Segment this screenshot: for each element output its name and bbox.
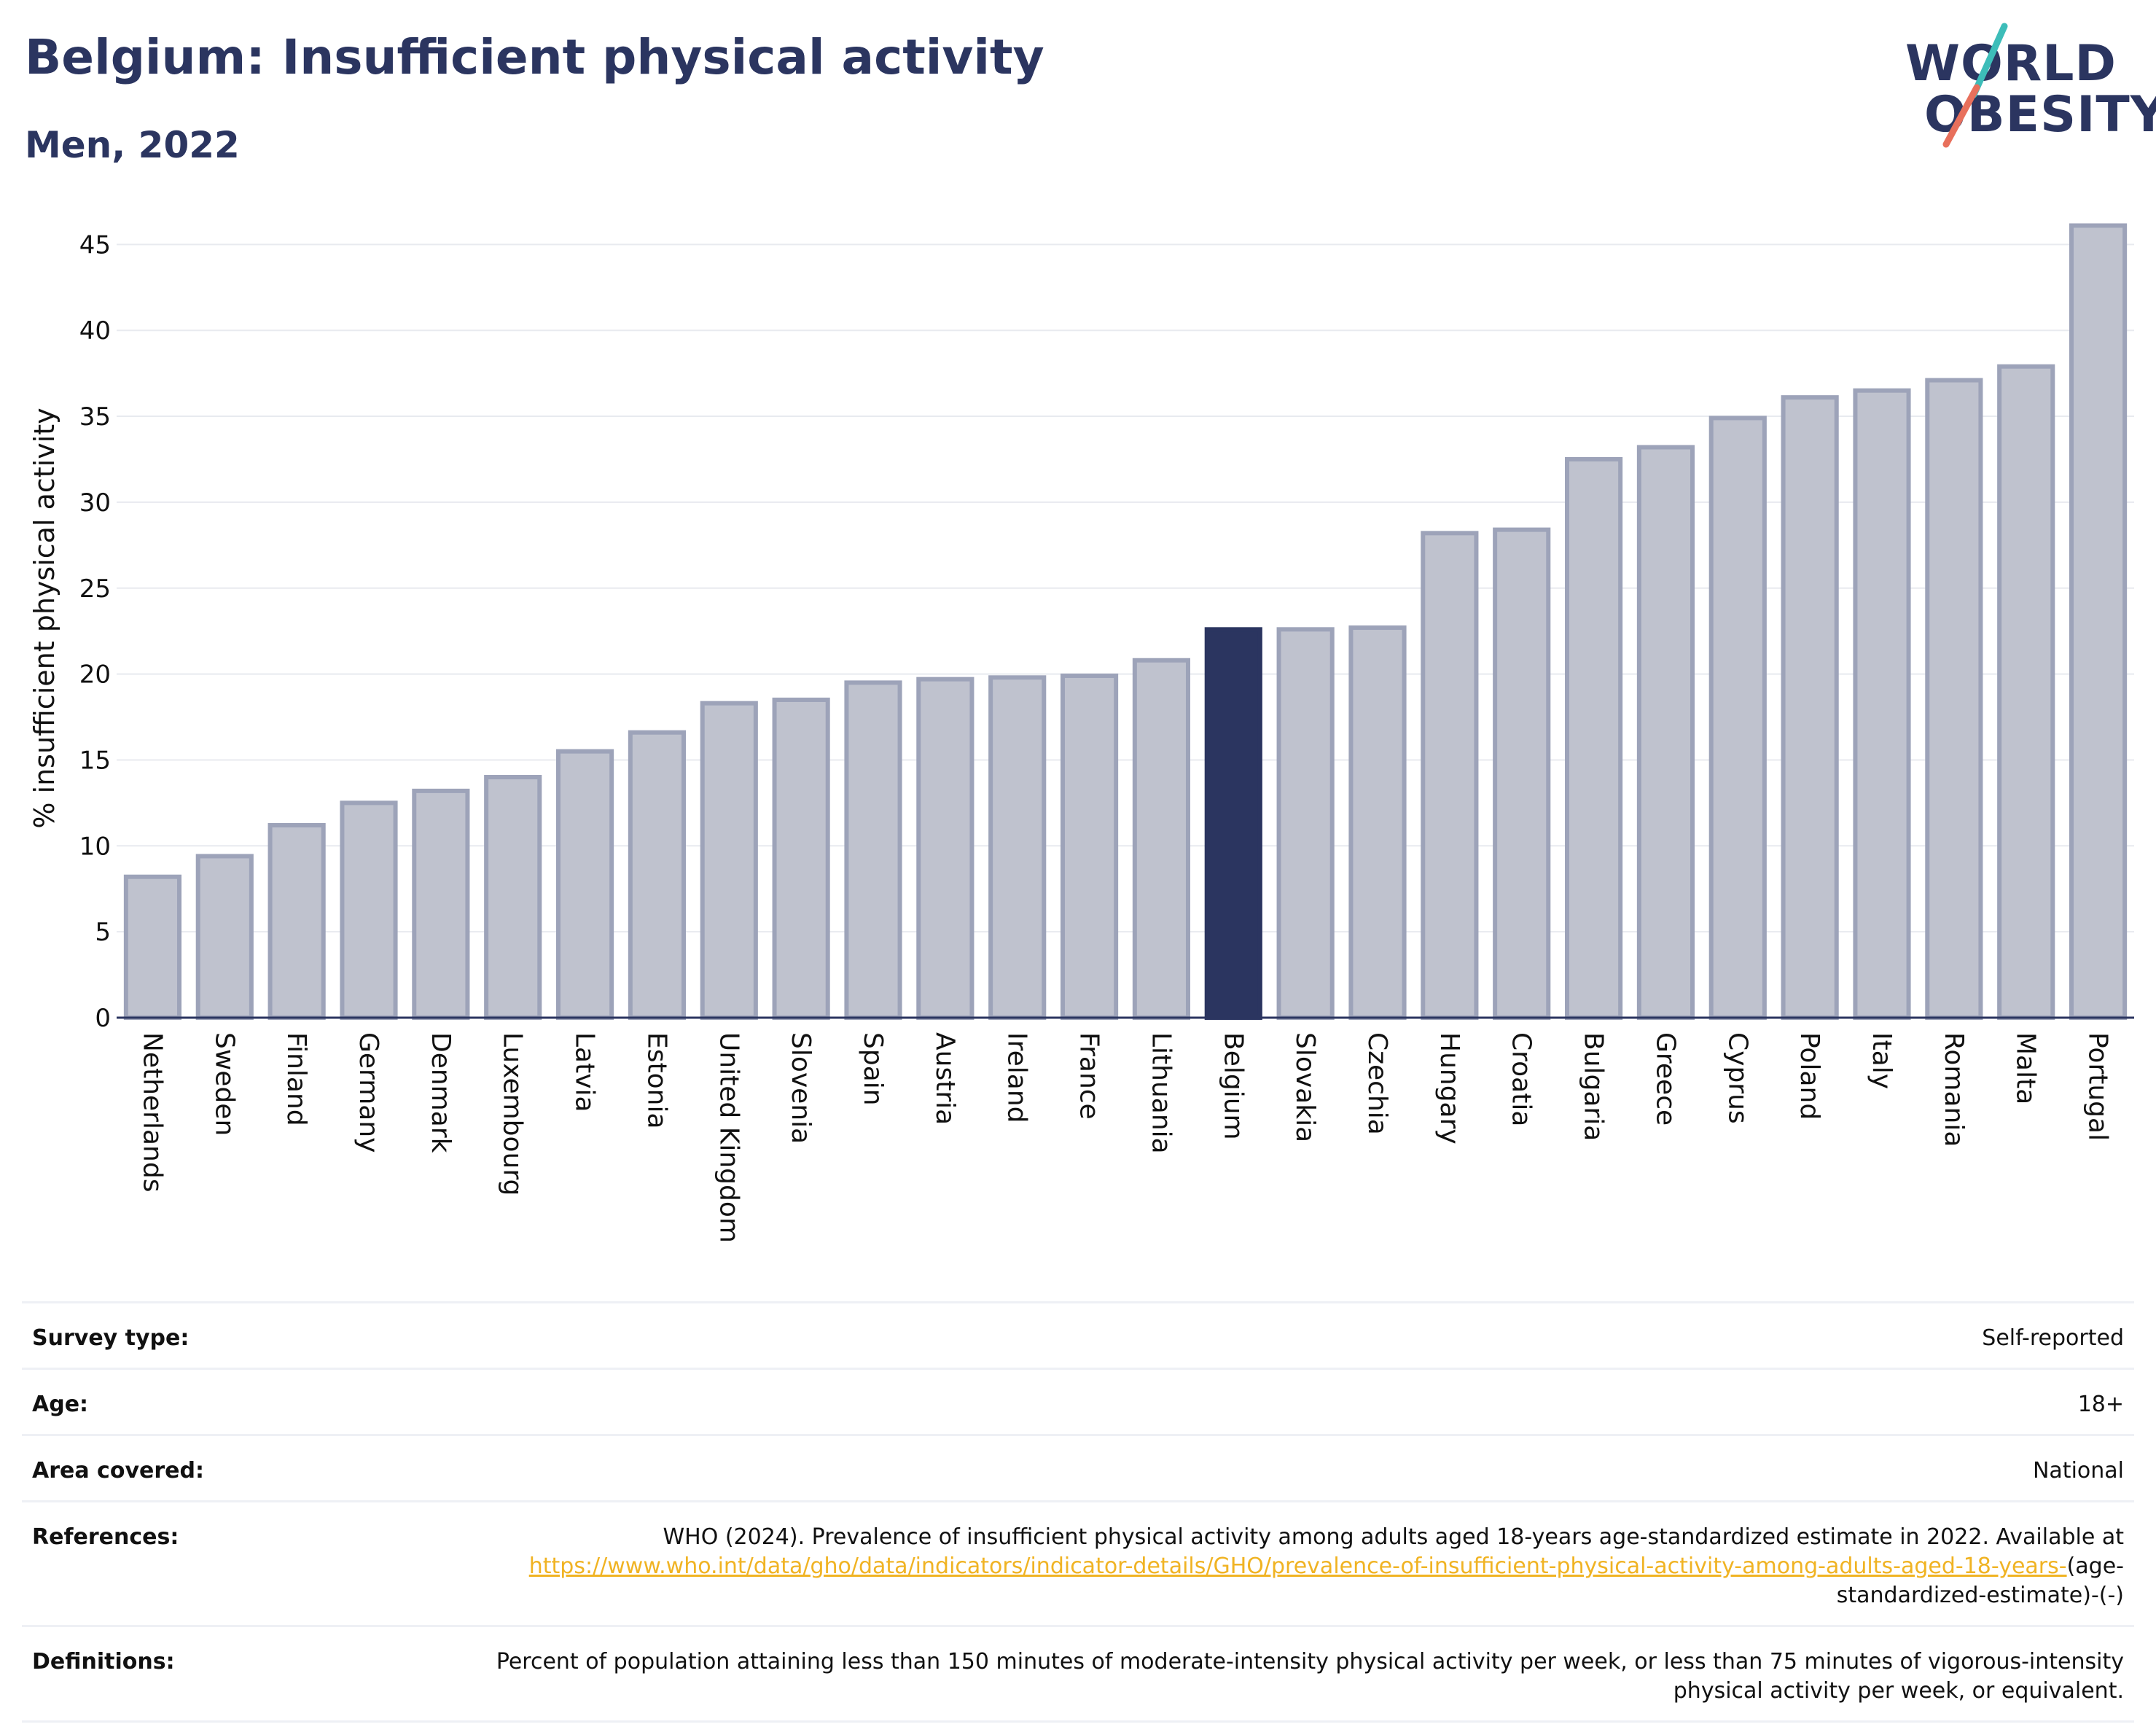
- y-tick-label: 40: [79, 316, 111, 346]
- info-value: Percent of population attaining less tha…: [496, 1649, 2124, 1704]
- x-tick-label: Czechia: [1362, 1032, 1392, 1135]
- x-tick-label: Austria: [930, 1032, 960, 1125]
- info-value: Self-reported: [1982, 1325, 2124, 1351]
- x-tick-label: Belgium: [1218, 1032, 1248, 1140]
- logo-slash-icon: [1942, 23, 2008, 148]
- bar-belgium: [1204, 627, 1262, 1020]
- bar-denmark: [412, 788, 470, 1021]
- x-tick-label: Denmark: [426, 1032, 456, 1153]
- bar-czechia: [1348, 625, 1407, 1020]
- y-tick-label: 45: [79, 230, 111, 260]
- bar-spain: [844, 680, 902, 1020]
- y-tick-label: 20: [79, 660, 111, 690]
- info-row-definitions: Definitions: Percent of population attai…: [22, 1625, 2134, 1723]
- x-tick-label: Bulgaria: [1579, 1032, 1609, 1141]
- x-tick-label: Netherlands: [137, 1032, 167, 1192]
- bar-lithuania: [1132, 658, 1191, 1020]
- x-tick-label: United Kingdom: [714, 1032, 743, 1243]
- x-tick-label: Hungary: [1434, 1032, 1464, 1145]
- info-value: WHO (2024). Prevalence of insufficient p…: [448, 1523, 2124, 1610]
- reference-text: WHO (2024). Prevalence of insufficient p…: [663, 1524, 2124, 1550]
- x-tick-label: Luxembourg: [498, 1032, 528, 1196]
- page-subtitle: Men, 2022: [25, 124, 240, 166]
- y-tick-label: 30: [79, 488, 111, 518]
- x-tick-label: Greece: [1650, 1032, 1680, 1126]
- bar-cyprus: [1708, 416, 1767, 1020]
- bar-united-kingdom: [700, 701, 758, 1020]
- bar-latvia: [555, 749, 614, 1020]
- x-tick-label: Malta: [2011, 1032, 2041, 1104]
- bar-croatia: [1493, 527, 1551, 1020]
- y-tick-label: 5: [95, 918, 111, 947]
- x-tick-label: Latvia: [570, 1032, 600, 1112]
- bar-italy: [1853, 388, 1911, 1020]
- bar-slovenia: [772, 697, 830, 1020]
- y-tick-label: 35: [79, 402, 111, 432]
- bar-romania: [1925, 378, 1983, 1020]
- page-title: Belgium: Insufficient physical activity: [25, 29, 1044, 85]
- x-tick-label: Ireland: [1002, 1032, 1032, 1123]
- x-tick-label: Croatia: [1507, 1032, 1536, 1126]
- bar-chart: 0 5 10 15 20 25 30 35 40 45 % insufficient physica…: [28, 223, 2134, 1243]
- bar-greece: [1636, 445, 1695, 1020]
- bar-luxembourg: [484, 775, 542, 1020]
- bar-netherlands: [123, 874, 182, 1021]
- bar-poland: [1781, 395, 1839, 1020]
- x-tick-label: Estonia: [641, 1032, 671, 1129]
- y-tick-label: 15: [79, 746, 111, 775]
- info-label: Definitions:: [32, 1649, 175, 1674]
- bar-malta: [1997, 364, 2055, 1021]
- world-obesity-logo: WORLD OBESITY: [1895, 22, 2156, 153]
- x-tick-label: Poland: [1794, 1032, 1824, 1120]
- info-row-age: Age: 18+: [22, 1368, 2134, 1434]
- bar-france: [1060, 673, 1119, 1021]
- x-tick-label: Cyprus: [1722, 1032, 1752, 1124]
- bar-slovakia: [1276, 627, 1335, 1020]
- reference-link[interactable]: https://www.who.int/data/gho/data/indica…: [528, 1553, 2067, 1579]
- x-tick-label: Portugal: [2083, 1032, 2113, 1141]
- x-tick-label: Slovakia: [1290, 1032, 1320, 1142]
- y-tick-label: 25: [79, 574, 111, 604]
- x-tick-label: Slovenia: [786, 1032, 816, 1144]
- reference-suffix: (age-standardized-estimate)-(-): [1836, 1553, 2124, 1608]
- info-value: 18+: [2077, 1392, 2124, 1417]
- bar-ireland: [988, 675, 1047, 1020]
- y-tick-label: 0: [95, 1004, 111, 1033]
- info-label: Survey type:: [32, 1325, 190, 1351]
- x-tick-label: Italy: [1867, 1032, 1897, 1089]
- bar-sweden: [195, 854, 254, 1020]
- bar-estonia: [628, 730, 687, 1021]
- y-axis-label: % insufficient physical activity: [28, 408, 60, 828]
- info-table: Survey type: Self-reported Age: 18+ Area…: [22, 1301, 2134, 1723]
- info-label: Age:: [32, 1392, 89, 1417]
- bar-hungary: [1421, 531, 1479, 1020]
- info-label: Area covered:: [32, 1458, 204, 1483]
- y-tick-label: 10: [79, 832, 111, 861]
- x-tick-label: Germany: [354, 1032, 383, 1153]
- x-tick-label: Spain: [858, 1032, 888, 1106]
- x-tick-label: Lithuania: [1146, 1032, 1176, 1154]
- bar-bulgaria: [1564, 456, 1623, 1020]
- bar-portugal: [2069, 223, 2128, 1020]
- info-row-survey-type: Survey type: Self-reported: [22, 1301, 2134, 1368]
- info-row-area: Area covered: National: [22, 1434, 2134, 1500]
- bar-austria: [916, 677, 975, 1020]
- x-tick-label: Finland: [281, 1032, 311, 1126]
- x-tick-label: Sweden: [209, 1032, 239, 1136]
- x-tick-label: Romania: [1939, 1032, 1969, 1147]
- logo-line-1: WORLD: [1905, 35, 2117, 93]
- x-tick-label: France: [1074, 1032, 1104, 1120]
- bar-finland: [267, 823, 326, 1020]
- bar-germany: [340, 800, 398, 1020]
- info-value: National: [2032, 1458, 2124, 1483]
- info-row-references: References: WHO (2024). Prevalence of in…: [22, 1500, 2134, 1625]
- info-label: References:: [32, 1524, 179, 1550]
